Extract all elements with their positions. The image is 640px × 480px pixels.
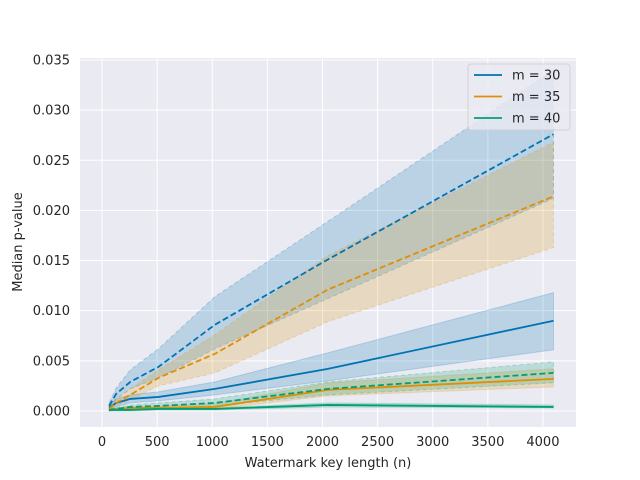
legend-label: m = 40 bbox=[512, 112, 560, 127]
x-tick-label: 2000 bbox=[306, 435, 339, 450]
line-dashed-m-40 bbox=[108, 371, 554, 411]
line-dashed-m-35 bbox=[108, 195, 554, 410]
y-axis-label: Median p-value bbox=[11, 192, 26, 292]
y-tick-label: 0.025 bbox=[33, 154, 70, 169]
y-tick-label: 0.010 bbox=[33, 304, 70, 319]
x-tick-label: 2500 bbox=[361, 435, 394, 450]
x-axis-label: Watermark key length (n) bbox=[245, 456, 412, 471]
x-tick-label: 0 bbox=[98, 435, 106, 450]
x-tick-label: 3500 bbox=[471, 435, 504, 450]
y-tick-label: 0.015 bbox=[33, 254, 70, 269]
legend-box bbox=[467, 63, 571, 131]
x-tick-label: 1000 bbox=[196, 435, 229, 450]
legend: m = 30 m = 35 m = 40 bbox=[467, 63, 571, 131]
x-tick-label: 1500 bbox=[251, 435, 284, 450]
x-tick-label: 3000 bbox=[416, 435, 449, 450]
y-tick-label: 0.030 bbox=[33, 104, 70, 119]
band-dashed-m-30 bbox=[108, 69, 555, 410]
y-tick-label: 0.020 bbox=[33, 204, 70, 219]
series-lines bbox=[108, 133, 554, 411]
y-tick-label: 0.000 bbox=[33, 404, 70, 419]
x-tick-label: 4000 bbox=[526, 435, 559, 450]
band-solid-m-30 bbox=[108, 291, 555, 411]
band-dashed-m-40 bbox=[108, 361, 555, 412]
y-tick-labels: 0.000 0.005 0.010 0.015 0.020 0.025 0.030 0.035 bbox=[33, 54, 70, 420]
line-solid-m-40 bbox=[109, 404, 554, 411]
y-tick-label: 0.035 bbox=[33, 54, 70, 69]
x-tick-labels: 0 500 1000 1500 2000 2500 3000 3500 4000 bbox=[98, 435, 560, 450]
band-dashed-m-35 bbox=[108, 141, 555, 411]
legend-label: m = 35 bbox=[512, 90, 560, 105]
x-tick-label: 500 bbox=[145, 435, 170, 450]
legend-label: m = 30 bbox=[512, 69, 560, 84]
y-tick-label: 0.005 bbox=[33, 354, 70, 369]
line-dashed-m-30 bbox=[108, 133, 554, 407]
line-solid-m-35 bbox=[108, 377, 554, 411]
